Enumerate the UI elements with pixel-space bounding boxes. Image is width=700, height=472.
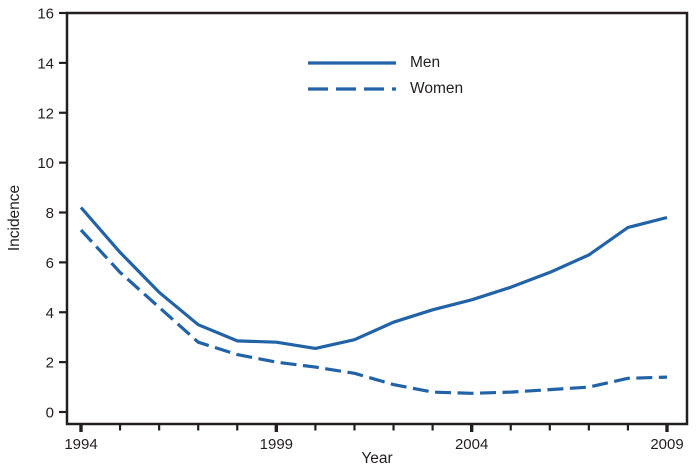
x-tick-label: 2009 xyxy=(650,436,683,453)
y-tick-label: 2 xyxy=(46,355,54,372)
series-line-men xyxy=(79,206,668,350)
plot-frame xyxy=(65,11,689,426)
y-tick-label: 12 xyxy=(37,105,54,122)
y-axis-label: Incidence xyxy=(6,184,23,252)
women-dashed-line-sample xyxy=(308,87,396,91)
legend-item-men: Men xyxy=(308,53,463,73)
x-axis-label: Year xyxy=(361,450,393,467)
x-tick-label: 1994 xyxy=(64,436,97,453)
legend-item-women: Women xyxy=(308,79,463,99)
y-tick-label: 10 xyxy=(37,155,54,172)
y-tick-label: 8 xyxy=(46,205,54,222)
y-tick-label: 0 xyxy=(46,405,54,422)
legend-label-men: Men xyxy=(410,54,441,71)
x-tick-label: 1999 xyxy=(260,436,293,453)
y-tick-label: 16 xyxy=(37,6,54,23)
y-tick-label: 4 xyxy=(46,305,54,322)
x-tick-label: 2004 xyxy=(455,436,488,453)
men-solid-line-sample xyxy=(308,61,396,65)
y-tick-label: 14 xyxy=(37,55,54,72)
legend-label-women: Women xyxy=(410,80,464,97)
chart-legend: Men Women xyxy=(308,53,463,105)
y-tick-label: 6 xyxy=(46,255,54,272)
series-line-women xyxy=(79,228,668,395)
